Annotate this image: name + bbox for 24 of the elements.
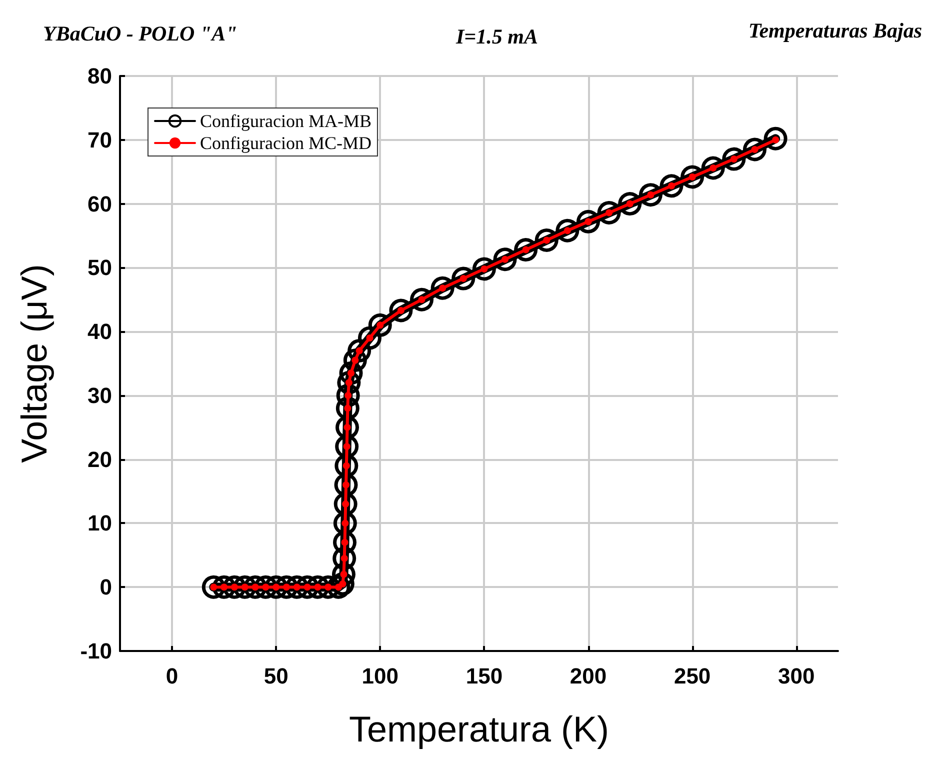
y-tick-label: 50 — [88, 255, 112, 280]
y-tick-label: 30 — [88, 382, 112, 408]
x-axis-title: Temperatura (K) — [348, 708, 610, 750]
y-tick-label: 60 — [88, 191, 112, 216]
x-tick-label: 200 — [570, 664, 607, 688]
y-tick-label: 10 — [88, 510, 112, 536]
y-tick-label: 20 — [88, 446, 112, 472]
x-tick-label: 100 — [362, 664, 399, 688]
chart-title: YBaCuO - POLO "A" — [43, 22, 238, 46]
x-tick-label: 250 — [674, 664, 711, 688]
y-axis-title: Voltage (μV) — [14, 264, 54, 463]
x-tick-label: 300 — [778, 664, 815, 688]
legend-label: Configuracion MC-MD — [200, 133, 372, 153]
y-tick-label: 80 — [88, 64, 112, 88]
x-tick-label: 150 — [466, 664, 503, 688]
x-tick-label: 50 — [264, 664, 288, 688]
legend-label: Configuracion MA-MB — [200, 111, 372, 131]
x-tick-label: 0 — [166, 664, 178, 688]
text: Temperaturas Bajas — [748, 18, 922, 42]
y-tick-label: 0 — [100, 574, 112, 600]
y-tick-label: 70 — [88, 127, 112, 152]
y-tick-label: -10 — [80, 638, 112, 664]
y-tick-label: 40 — [88, 319, 112, 344]
text: I=1.5 mA — [455, 24, 538, 48]
